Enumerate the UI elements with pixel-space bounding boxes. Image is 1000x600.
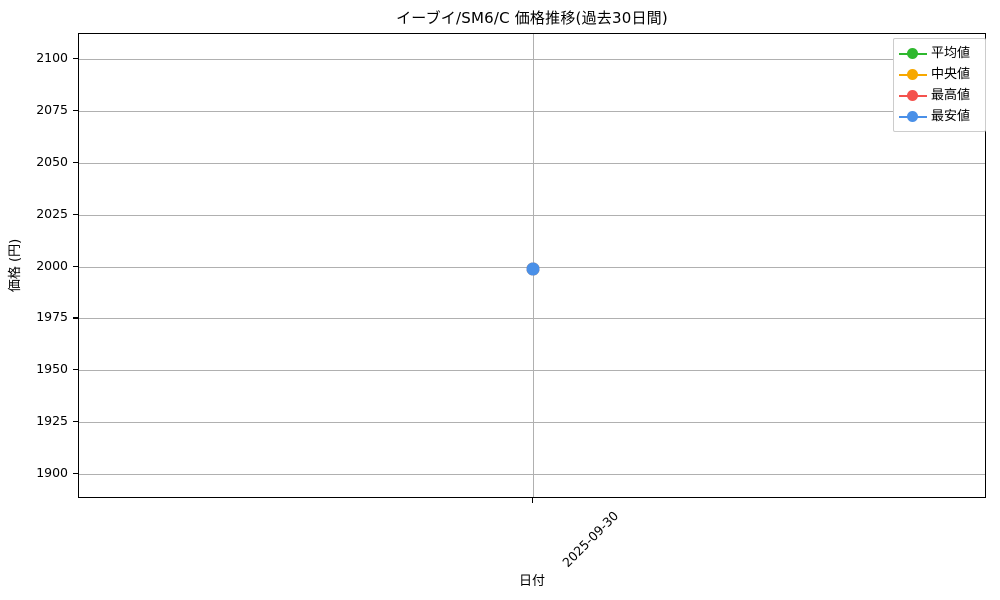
y-tick-mark [73,473,78,475]
y-tick-label: 2075 [36,101,68,117]
x-tick-label: 2025-09-30 [559,508,622,570]
legend-dot-icon [907,69,918,80]
y-tick-label: 1900 [36,465,68,481]
legend-item[interactable]: 平均値 [899,43,980,64]
legend-label: 最安値 [931,108,971,124]
y-tick-label: 1925 [36,413,68,429]
y-tick-label: 1950 [36,361,68,377]
legend-label: 最高値 [931,87,971,103]
legend-swatch [899,68,927,81]
y-tick-label: 2025 [36,205,68,221]
legend-label: 中央値 [931,66,971,82]
y-tick-label: 2050 [36,153,68,169]
legend-swatch [899,47,927,60]
plot-inner [79,34,985,497]
legend-item[interactable]: 中央値 [899,64,980,85]
gridline-horizontal [79,162,985,164]
gridline-horizontal [79,370,985,372]
y-tick-mark [73,421,78,423]
y-tick-mark [73,213,78,215]
chart-legend: 平均値中央値最高値最安値 [893,38,986,132]
plot-area [78,33,986,498]
legend-swatch [899,110,927,123]
gridline-horizontal [79,422,985,424]
y-tick-mark [73,317,78,319]
legend-swatch [899,89,927,102]
gridline-horizontal [79,474,985,476]
legend-dot-icon [907,48,918,59]
y-tick-mark [73,109,78,111]
y-tick-mark [73,57,78,60]
y-tick-label: 1975 [36,309,68,325]
y-tick-label: 2000 [36,257,68,273]
gridline-horizontal [79,318,985,320]
legend-label: 平均値 [931,45,971,61]
legend-item[interactable]: 最高値 [899,85,980,106]
gridline-horizontal [79,214,985,216]
gridline-horizontal [79,110,985,112]
x-tick-mark [532,498,534,503]
y-tick-mark [73,265,78,267]
legend-item[interactable]: 最安値 [899,106,980,127]
y-tick-label: 2100 [36,49,68,65]
data-point-marker [526,262,540,276]
legend-dot-icon [907,111,918,122]
y-tick-mark [73,369,78,371]
y-tick-mark [73,161,78,163]
gridline-horizontal [79,58,985,60]
chart-title: イーブイ/SM6/C 価格推移(過去30日間) [396,9,668,27]
x-axis-label: 日付 [518,574,545,589]
legend-dot-icon [907,90,918,101]
